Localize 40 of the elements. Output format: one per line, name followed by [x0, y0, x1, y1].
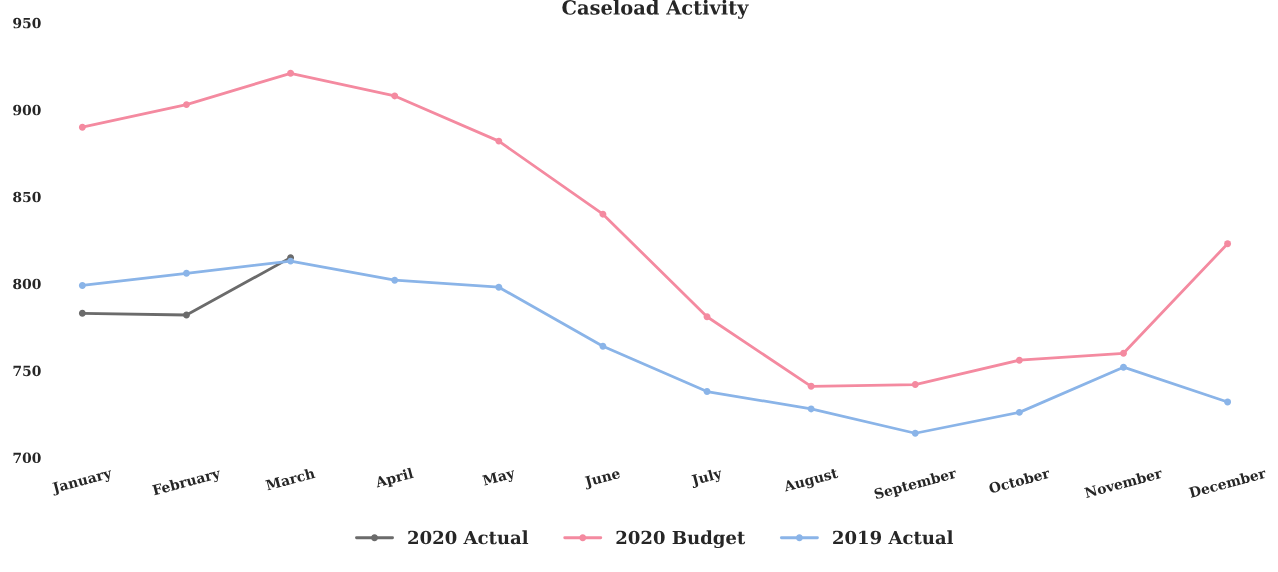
point — [1224, 398, 1232, 406]
point — [1120, 349, 1127, 357]
point — [599, 342, 607, 350]
point — [391, 92, 399, 100]
chart-title: Caseload Activity — [562, 0, 749, 19]
legend-label: 2020 Budget — [616, 530, 746, 549]
y-tick-label: 950 — [13, 17, 41, 29]
point — [495, 283, 503, 291]
y-tick-label: 750 — [13, 365, 41, 377]
y-tick-label: 800 — [13, 278, 41, 290]
point — [911, 429, 919, 437]
point — [703, 388, 711, 395]
y-tick-label: 850 — [13, 191, 41, 203]
x-tick-label: July — [689, 467, 724, 489]
point — [182, 311, 190, 319]
legend-label: 2020 Actual — [408, 530, 529, 545]
point — [287, 69, 295, 77]
point — [703, 313, 711, 321]
point — [1120, 363, 1127, 371]
point — [807, 382, 815, 390]
point — [78, 309, 86, 317]
x-tick-label: March — [265, 467, 316, 491]
point — [1015, 356, 1023, 364]
point — [1015, 408, 1023, 416]
point — [182, 269, 190, 277]
point — [1224, 240, 1232, 248]
point — [391, 276, 399, 284]
x-tick-label: April — [374, 467, 415, 491]
x-tick-label: October — [988, 467, 1051, 494]
legend-label: 2019 Actual — [833, 530, 954, 545]
point — [78, 123, 86, 131]
x-tick-label: August — [782, 467, 840, 495]
y-tick-label: 900 — [13, 104, 41, 116]
point — [911, 381, 919, 389]
point — [78, 281, 86, 289]
point — [182, 101, 190, 109]
x-tick-label: June — [583, 467, 622, 490]
x-tick-label: May — [482, 467, 517, 489]
point — [495, 137, 503, 145]
y-tick-label: 700 — [13, 452, 41, 464]
